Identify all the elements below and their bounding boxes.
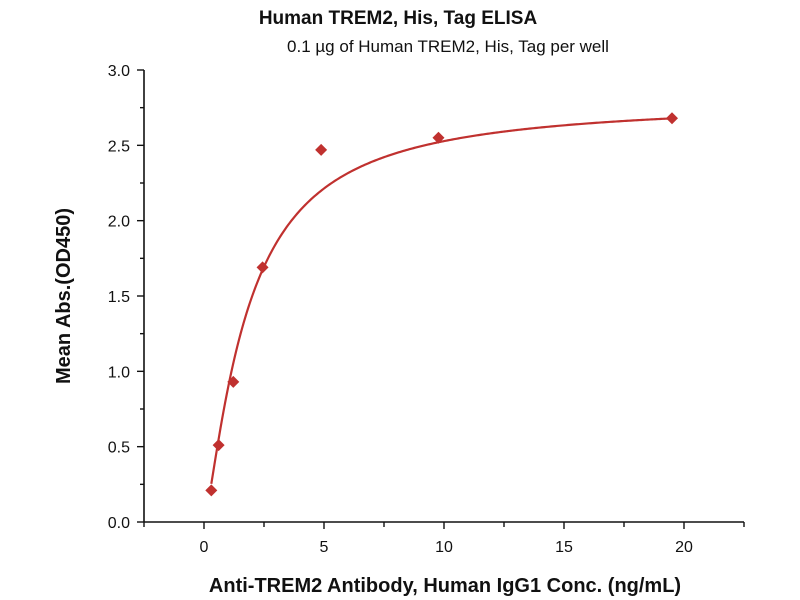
tick-labels: 0.0 0.5 1.0 1.5 2.0 2.5 3.0 0 5 10 15 20 [108,63,693,556]
axes [137,69,745,529]
x-tick-label: 15 [555,539,573,556]
y-tick-label: 1.0 [108,364,130,381]
data-point [666,112,678,125]
data-point [227,375,240,388]
y-tick-label: 2.5 [108,138,130,155]
data-point [432,131,445,144]
y-tick-label: 1.5 [108,289,130,306]
y-tick-label: 2.0 [108,214,130,231]
x-tick-label: 0 [200,539,209,556]
x-axis-label: Anti-TREM2 Antibody, Human IgG1 Conc. (n… [209,575,681,597]
fit-curve [210,117,673,485]
y-axis-label: Mean Abs.(OD450) [53,208,75,384]
y-tick-label: 0.5 [108,440,130,457]
y-tick-label: 0.0 [108,515,130,532]
x-tick-label: 5 [320,539,329,556]
y-tick-label: 3.0 [108,63,130,80]
data-point [205,484,218,497]
data-point [256,261,269,274]
chart-title: Human TREM2, His, Tag ELISA [259,8,538,29]
data-point [315,143,328,156]
chart-subtitle: 0.1 µg of Human TREM2, His, Tag per well [287,37,609,56]
x-tick-label: 20 [675,539,693,556]
x-tick-label: 10 [435,539,453,556]
data-point [212,439,225,452]
plot-area [205,112,678,497]
